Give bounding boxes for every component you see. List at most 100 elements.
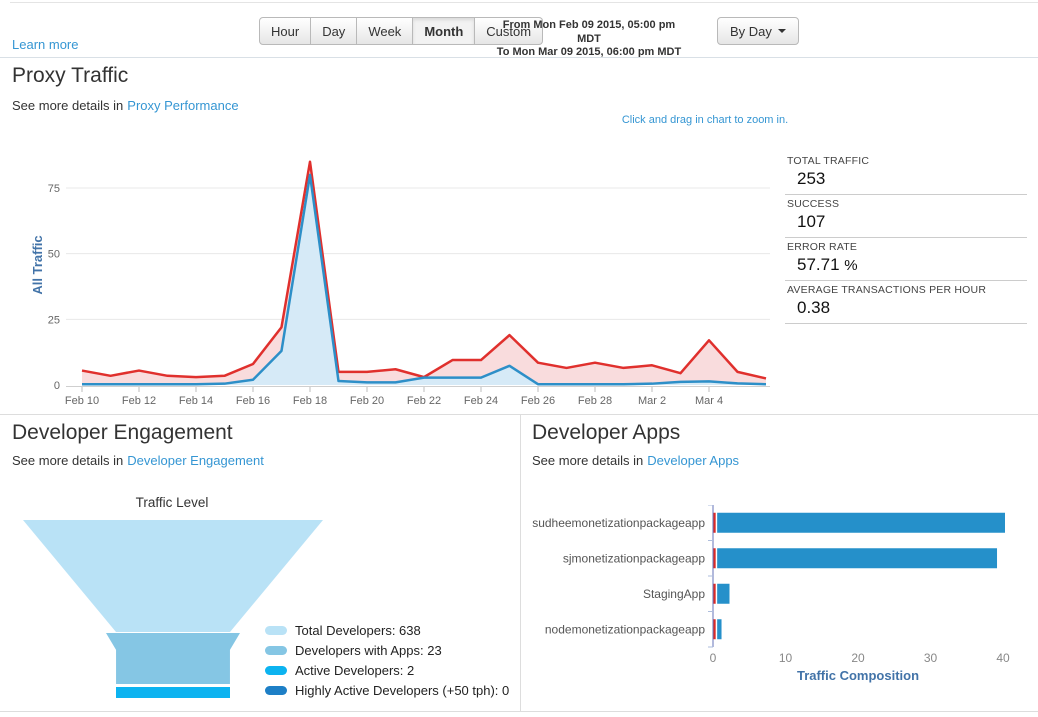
funnel-stage-total-developers[interactable]: [23, 520, 323, 632]
date-to: To Mon Mar 09 2015, 06:00 pm MDT: [496, 46, 682, 58]
error-bar-segment: [713, 583, 716, 604]
x-tick-label: Feb 12: [122, 395, 156, 407]
stat-value: 0.38: [787, 296, 1027, 319]
total-traffic-area: [82, 161, 766, 385]
stat-value: 57.71 %: [787, 253, 1027, 276]
x-tick-label: 30: [924, 651, 938, 665]
stat-label: AVERAGE TRANSACTIONS PER HOUR: [787, 284, 987, 296]
developer-apps-chart[interactable]: sudheemonetizationpackageapp sjmonetizati…: [530, 505, 1030, 690]
x-tick-label: 20: [851, 651, 865, 665]
stat-number: 57.71: [797, 255, 840, 274]
y-tick-label: 0: [54, 380, 60, 392]
developer-apps-link[interactable]: Developer Apps: [647, 453, 740, 468]
stat-unit: %: [844, 257, 858, 274]
bar-category-label: StagingApp: [643, 587, 705, 601]
range-button-day[interactable]: Day: [311, 17, 358, 45]
traffic-bar: [717, 619, 722, 640]
traffic-bar: [717, 512, 1005, 533]
y-tick-label: 50: [48, 249, 60, 261]
developer-engagement-link[interactable]: Developer Engagement: [127, 453, 264, 468]
x-tick-label: Feb 10: [65, 395, 99, 407]
legend-label: Highly Active Developers (+50 tph): 0: [295, 682, 510, 698]
stat-number: 107: [797, 212, 826, 231]
success-line: [82, 173, 767, 386]
stat-number: 0.38: [797, 298, 831, 317]
by-day-dropdown[interactable]: By Day: [717, 17, 799, 45]
section-divider-horizontal: [0, 414, 1038, 415]
legend-item[interactable]: Developers with Apps: 23: [265, 640, 509, 660]
legend-item[interactable]: Total Developers: 638: [265, 620, 509, 640]
x-tick-label: Feb 16: [236, 395, 270, 407]
legend-swatch: [265, 645, 287, 655]
zoom-hint-text: Click and drag in chart to zoom in.: [621, 114, 789, 126]
legend-swatch: [265, 625, 287, 635]
bar-category-label: nodemonetizationpackageapp: [545, 622, 705, 636]
x-tick-label: Feb 20: [350, 395, 384, 407]
date-from: From Mon Feb 09 2015, 05:00 pm MDT: [502, 19, 676, 45]
x-tick-label: Feb 22: [407, 395, 441, 407]
legend-label: Active Developers: 2: [295, 662, 415, 678]
range-button-hour[interactable]: Hour: [259, 17, 312, 45]
stat-label: SUCCESS: [787, 198, 840, 210]
range-button-month[interactable]: Month: [413, 17, 476, 45]
range-button-custom[interactable]: Custom: [475, 17, 544, 45]
subtitle-prefix: See more details in: [532, 453, 644, 468]
error-bar-segment: [713, 512, 716, 533]
section-divider-vertical: [520, 415, 521, 711]
x-tick-label: Mar 4: [695, 395, 723, 407]
header-divider: [0, 57, 1038, 58]
proxy-performance-link[interactable]: Proxy Performance: [127, 98, 239, 113]
funnel-stage-developers-with-apps[interactable]: [106, 633, 240, 684]
x-tick-label: 10: [779, 651, 793, 665]
range-button-week[interactable]: Week: [357, 17, 414, 45]
x-tick-label: Feb 24: [464, 395, 498, 407]
success-area: [82, 174, 766, 385]
by-day-label: By Day: [730, 23, 772, 39]
bar-category-label: sjmonetizationpackageapp: [563, 551, 705, 565]
traffic-bar: [717, 548, 998, 569]
bottom-divider: [0, 711, 1038, 712]
bar-category-label: sudheemonetizationpackageapp: [532, 516, 705, 530]
time-range-button-group: Hour Day Week Month Custom: [259, 17, 544, 45]
date-range-text: From Mon Feb 09 2015, 05:00 pm MDT To Mo…: [492, 19, 686, 60]
engagement-funnel-chart: [23, 520, 323, 698]
y-tick-label: 75: [48, 183, 60, 195]
x-tick-label: Feb 28: [578, 395, 612, 407]
legend-swatch: [265, 665, 287, 675]
x-tick-label: Mar 2: [638, 395, 666, 407]
learn-more-link[interactable]: Learn more: [12, 37, 79, 52]
subtitle-prefix: See more details in: [12, 98, 124, 113]
x-tick-label: 0: [710, 651, 717, 665]
x-tick-label: Feb 18: [293, 395, 327, 407]
engagement-legend: Total Developers: 638 Developers with App…: [265, 620, 509, 700]
x-tick-label: Feb 14: [179, 395, 213, 407]
x-tick-label: Feb 26: [521, 395, 555, 407]
proxy-traffic-subtitle: See more details in Proxy Performance: [12, 98, 239, 113]
subtitle-prefix: See more details in: [12, 453, 124, 468]
stat-label: TOTAL TRAFFIC: [787, 155, 870, 167]
traffic-bar: [717, 583, 730, 604]
funnel-stage-active-developers[interactable]: [116, 687, 230, 698]
legend-item[interactable]: Active Developers: 2: [265, 660, 509, 680]
proxy-traffic-title: Proxy Traffic: [12, 64, 129, 87]
legend-swatch: [265, 685, 287, 695]
error-bar-segment: [713, 548, 716, 569]
developer-engagement-title: Developer Engagement: [12, 421, 233, 444]
y-axis-title: All Traffic: [30, 235, 45, 294]
legend-label: Developers with Apps: 23: [295, 642, 442, 658]
stat-value: 107: [787, 210, 1027, 233]
legend-item[interactable]: Highly Active Developers (+50 tph): 0: [265, 680, 509, 700]
y-tick-label: 25: [48, 314, 60, 326]
stat-label: ERROR RATE: [787, 241, 858, 253]
error-bar-segment: [713, 619, 716, 640]
stat-total-traffic: TOTAL TRAFFIC 253: [785, 152, 1027, 195]
stat-avg-tph: AVERAGE TRANSACTIONS PER HOUR 0.38: [785, 281, 1027, 324]
proxy-traffic-chart[interactable]: 0 25 50 75 Feb 10 Feb 12 Feb 14 Feb 16 Feb 18 Feb…: [30, 150, 775, 412]
chevron-down-icon: [777, 29, 786, 33]
legend-label: Total Developers: 638: [295, 622, 421, 638]
top-hairline: [10, 2, 1038, 3]
stat-number: 253: [797, 169, 826, 188]
proxy-stats-panel: TOTAL TRAFFIC 253 SUCCESS 107 ERROR RATE…: [785, 152, 1027, 324]
x-axis-title: Traffic Composition: [797, 668, 919, 683]
stat-error-rate: ERROR RATE 57.71 %: [785, 238, 1027, 281]
